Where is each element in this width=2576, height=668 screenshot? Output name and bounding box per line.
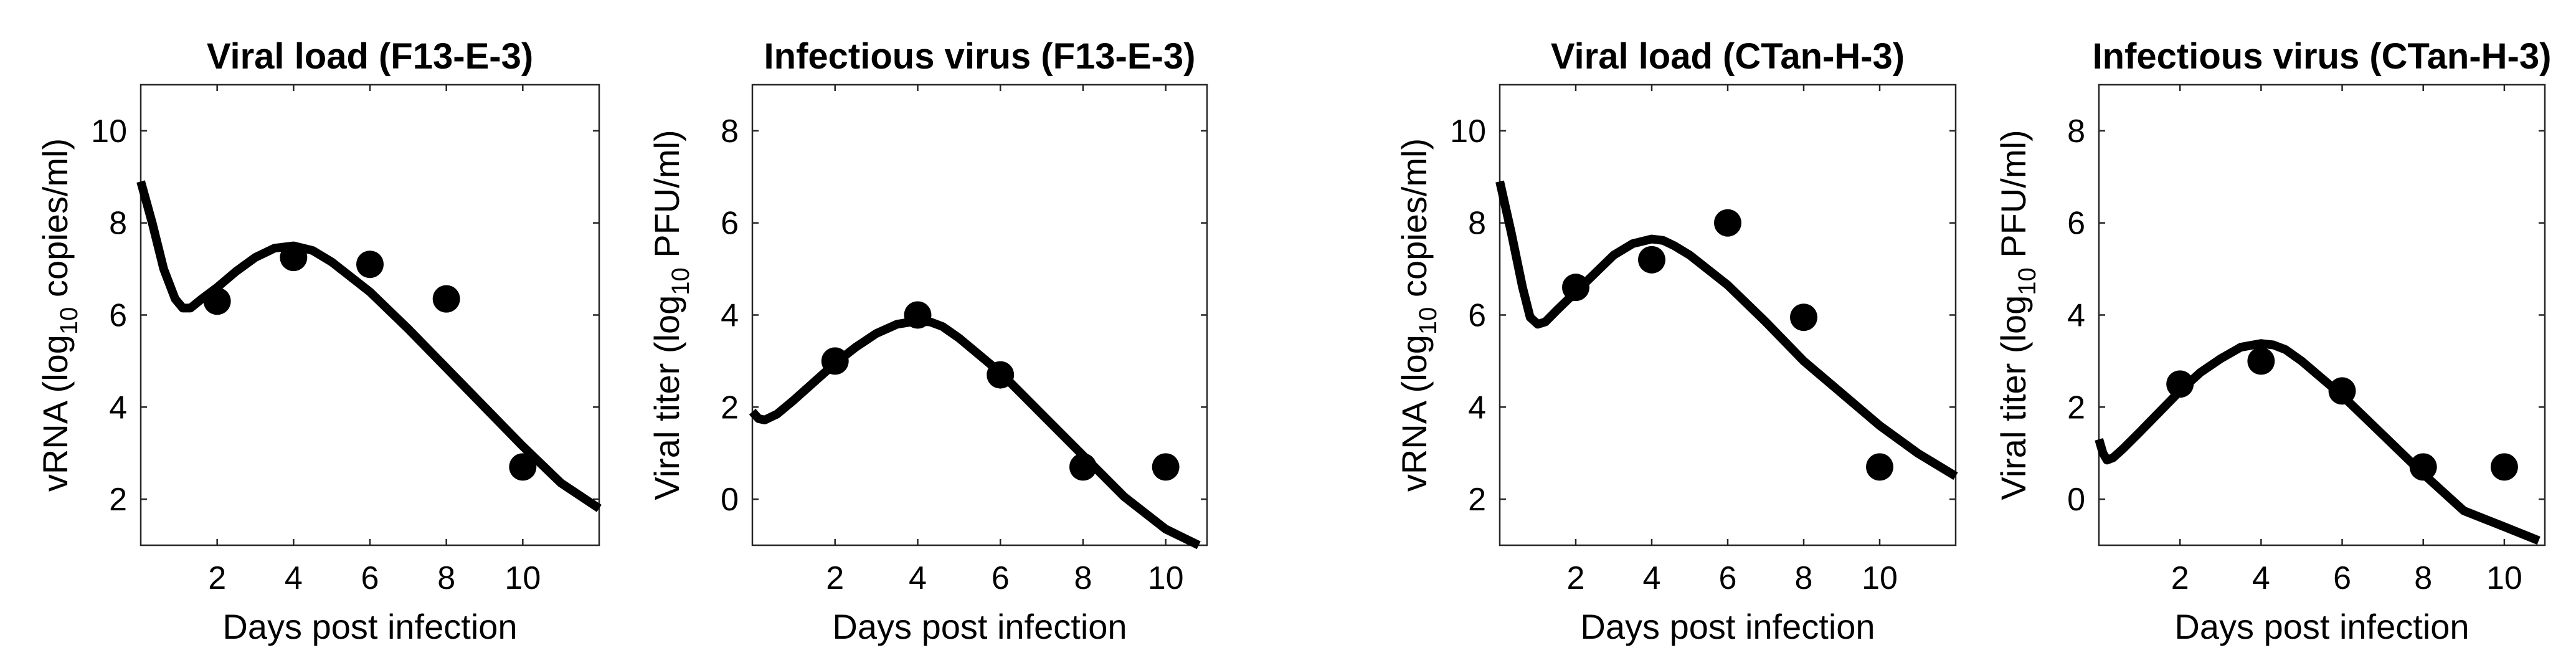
chart-4-plot-frame bbox=[2098, 84, 2546, 546]
chart-4-x-axis-label: Days post infection bbox=[2174, 607, 2469, 646]
chart-3-y-tick-label: 10 bbox=[1450, 113, 1486, 150]
chart-1-x-tick-label: 2 bbox=[208, 560, 226, 596]
chart-1-x-tick-label: 4 bbox=[285, 560, 303, 596]
chart-4: Infectious virus (CTan-H-3) 2 4 6 8 10 0 2 4 6 8 Da… bbox=[1994, 36, 2551, 646]
chart-2-y-tick-label: 6 bbox=[721, 206, 739, 242]
chart-2: Infectious virus (F13-E-3) 2 4 6 8 10 0 2 4 6 8 Day… bbox=[647, 36, 1208, 646]
chart-1-x-axis-label: Days post infection bbox=[222, 607, 517, 646]
chart-3-data-point bbox=[1866, 453, 1893, 481]
chart-2-y-axis-label: Viral titer (log10 PFU/ml) bbox=[647, 130, 694, 500]
chart-3-y-tick-label: 8 bbox=[1468, 206, 1486, 242]
chart-4-x-tick-label: 8 bbox=[2414, 560, 2432, 596]
chart-3-data-point bbox=[1638, 246, 1665, 274]
chart-2-x-tick-label: 8 bbox=[1074, 560, 1092, 596]
chart-3-y-axis-label-subscript: 10 bbox=[1414, 307, 1442, 335]
chart-4-x-tick-label: 10 bbox=[2486, 560, 2522, 596]
chart-3: Viral load (CTan-H-3) 2 4 6 8 10 2 4 6 8 10 Days po… bbox=[1395, 36, 1958, 646]
chart-2-y-axis-label-main: Viral titer (log bbox=[647, 295, 686, 500]
chart-4-model-curve bbox=[2095, 339, 2540, 545]
chart-4-y-axis-label-unit: PFU/ml) bbox=[1994, 130, 2033, 267]
chart-4-y-tick-label: 4 bbox=[2067, 298, 2085, 334]
chart-1-x-tick-label: 6 bbox=[361, 560, 379, 596]
chart-1-y-axis-label-unit: copies/ml) bbox=[36, 138, 75, 307]
chart-2-x-tick-label: 4 bbox=[909, 560, 927, 596]
chart-1-x-tick-label: 10 bbox=[504, 560, 541, 596]
chart-2-y-axis-label-unit: PFU/ml) bbox=[647, 130, 686, 267]
chart-2-data-point bbox=[821, 347, 849, 375]
chart-4-y-tick-label: 6 bbox=[2067, 206, 2085, 242]
chart-3-data-point bbox=[1562, 274, 1589, 302]
chart-1-y-tick-label: 2 bbox=[109, 482, 127, 518]
chart-1-y-axis-label-main: vRNA (log bbox=[36, 335, 75, 492]
chart-1-data-point bbox=[356, 250, 384, 279]
chart-2-data-point bbox=[987, 361, 1015, 389]
chart-4-y-axis-label-subscript: 10 bbox=[2014, 267, 2041, 295]
chart-2-x-tick-label: 2 bbox=[826, 560, 844, 596]
chart-4-data-point bbox=[2247, 347, 2275, 375]
chart-4-x-tick-label: 4 bbox=[2252, 560, 2270, 596]
chart-1-title: Viral load (F13-E-3) bbox=[207, 36, 533, 77]
chart-3-x-tick-label: 10 bbox=[1862, 560, 1898, 596]
chart-1-y-axis-label-subscript: 10 bbox=[55, 307, 83, 335]
chart-1-y-tick-label: 4 bbox=[109, 389, 127, 426]
chart-3-x-tick-label: 6 bbox=[1719, 560, 1737, 596]
chart-3-data-point bbox=[1714, 209, 1741, 237]
chart-1-model-curve bbox=[136, 180, 602, 512]
chart-3-x-tick-label: 8 bbox=[1795, 560, 1813, 596]
chart-2-y-tick-label: 2 bbox=[721, 389, 739, 426]
chart-4-data-point bbox=[2490, 453, 2518, 481]
chart-1-y-axis-label: vRNA (log10 copies/ml) bbox=[36, 138, 83, 492]
chart-4-y-tick-label: 2 bbox=[2067, 389, 2085, 426]
chart-3-y-tick-label: 2 bbox=[1468, 482, 1486, 518]
chart-1-y-tick-label: 6 bbox=[109, 298, 127, 334]
chart-3-y-axis-label-main: vRNA (log bbox=[1395, 335, 1434, 492]
chart-4-y-tick-label: 8 bbox=[2067, 113, 2085, 150]
chart-2-x-axis-label: Days post infection bbox=[832, 607, 1127, 646]
chart-1-data-point bbox=[432, 285, 460, 313]
chart-2-x-tick-label: 10 bbox=[1148, 560, 1184, 596]
chart-2-y-tick-label: 4 bbox=[721, 298, 739, 334]
chart-2-data-point bbox=[904, 301, 932, 329]
chart-4-x-tick-label: 6 bbox=[2333, 560, 2351, 596]
chart-3-x-axis-label: Days post infection bbox=[1580, 607, 1875, 646]
chart-1-y-tick-label: 8 bbox=[109, 206, 127, 242]
chart-4-y-axis-label: Viral titer (log10 PFU/ml) bbox=[1994, 130, 2041, 500]
chart-3-model-curve bbox=[1495, 180, 1958, 480]
chart-2-y-tick-label: 0 bbox=[721, 482, 739, 518]
chart-2-data-point bbox=[1069, 453, 1097, 481]
chart-3-y-axis-label-unit: copies/ml) bbox=[1395, 138, 1434, 307]
chart-4-data-point bbox=[2328, 377, 2356, 405]
chart-3-y-axis-label: vRNA (log10 copies/ml) bbox=[1395, 138, 1442, 492]
chart-1-data-point bbox=[203, 287, 231, 315]
chart-3-x-tick-label: 4 bbox=[1643, 560, 1661, 596]
chart-3-y-tick-label: 6 bbox=[1468, 298, 1486, 334]
chart-1-data-point bbox=[509, 453, 537, 481]
chart-2-title: Infectious virus (F13-E-3) bbox=[764, 36, 1196, 77]
chart-4-title: Infectious virus (CTan-H-3) bbox=[2093, 36, 2552, 77]
chart-2-y-axis-label-subscript: 10 bbox=[667, 267, 694, 295]
chart-3-y-tick-label: 4 bbox=[1468, 389, 1486, 426]
chart-3-data-point bbox=[1790, 303, 1817, 332]
chart-4-y-tick-label: 0 bbox=[2067, 482, 2085, 518]
chart-1-x-tick-label: 8 bbox=[437, 560, 455, 596]
chart-4-y-axis-label-main: Viral titer (log bbox=[1994, 295, 2033, 500]
chart-4-x-tick-label: 2 bbox=[2171, 560, 2189, 596]
chart-2-y-tick-label: 8 bbox=[721, 113, 739, 150]
chart-3-title: Viral load (CTan-H-3) bbox=[1551, 36, 1905, 77]
chart-3-x-tick-label: 2 bbox=[1567, 560, 1585, 596]
chart-2-plot-frame bbox=[751, 84, 1208, 546]
chart-2-x-tick-label: 6 bbox=[992, 560, 1010, 596]
chart-2-data-point bbox=[1152, 453, 1180, 481]
chart-4-data-point bbox=[2409, 453, 2437, 481]
chart-4-data-point bbox=[2166, 370, 2194, 398]
chart-1: Viral load (F13-E-3) 2 4 6 8 10 2 4 6 8 10 Days pos… bbox=[36, 36, 602, 646]
chart-1-data-point bbox=[280, 244, 308, 272]
chart-2-model-curve bbox=[749, 317, 1201, 550]
chart-1-y-tick-label: 10 bbox=[91, 113, 127, 150]
